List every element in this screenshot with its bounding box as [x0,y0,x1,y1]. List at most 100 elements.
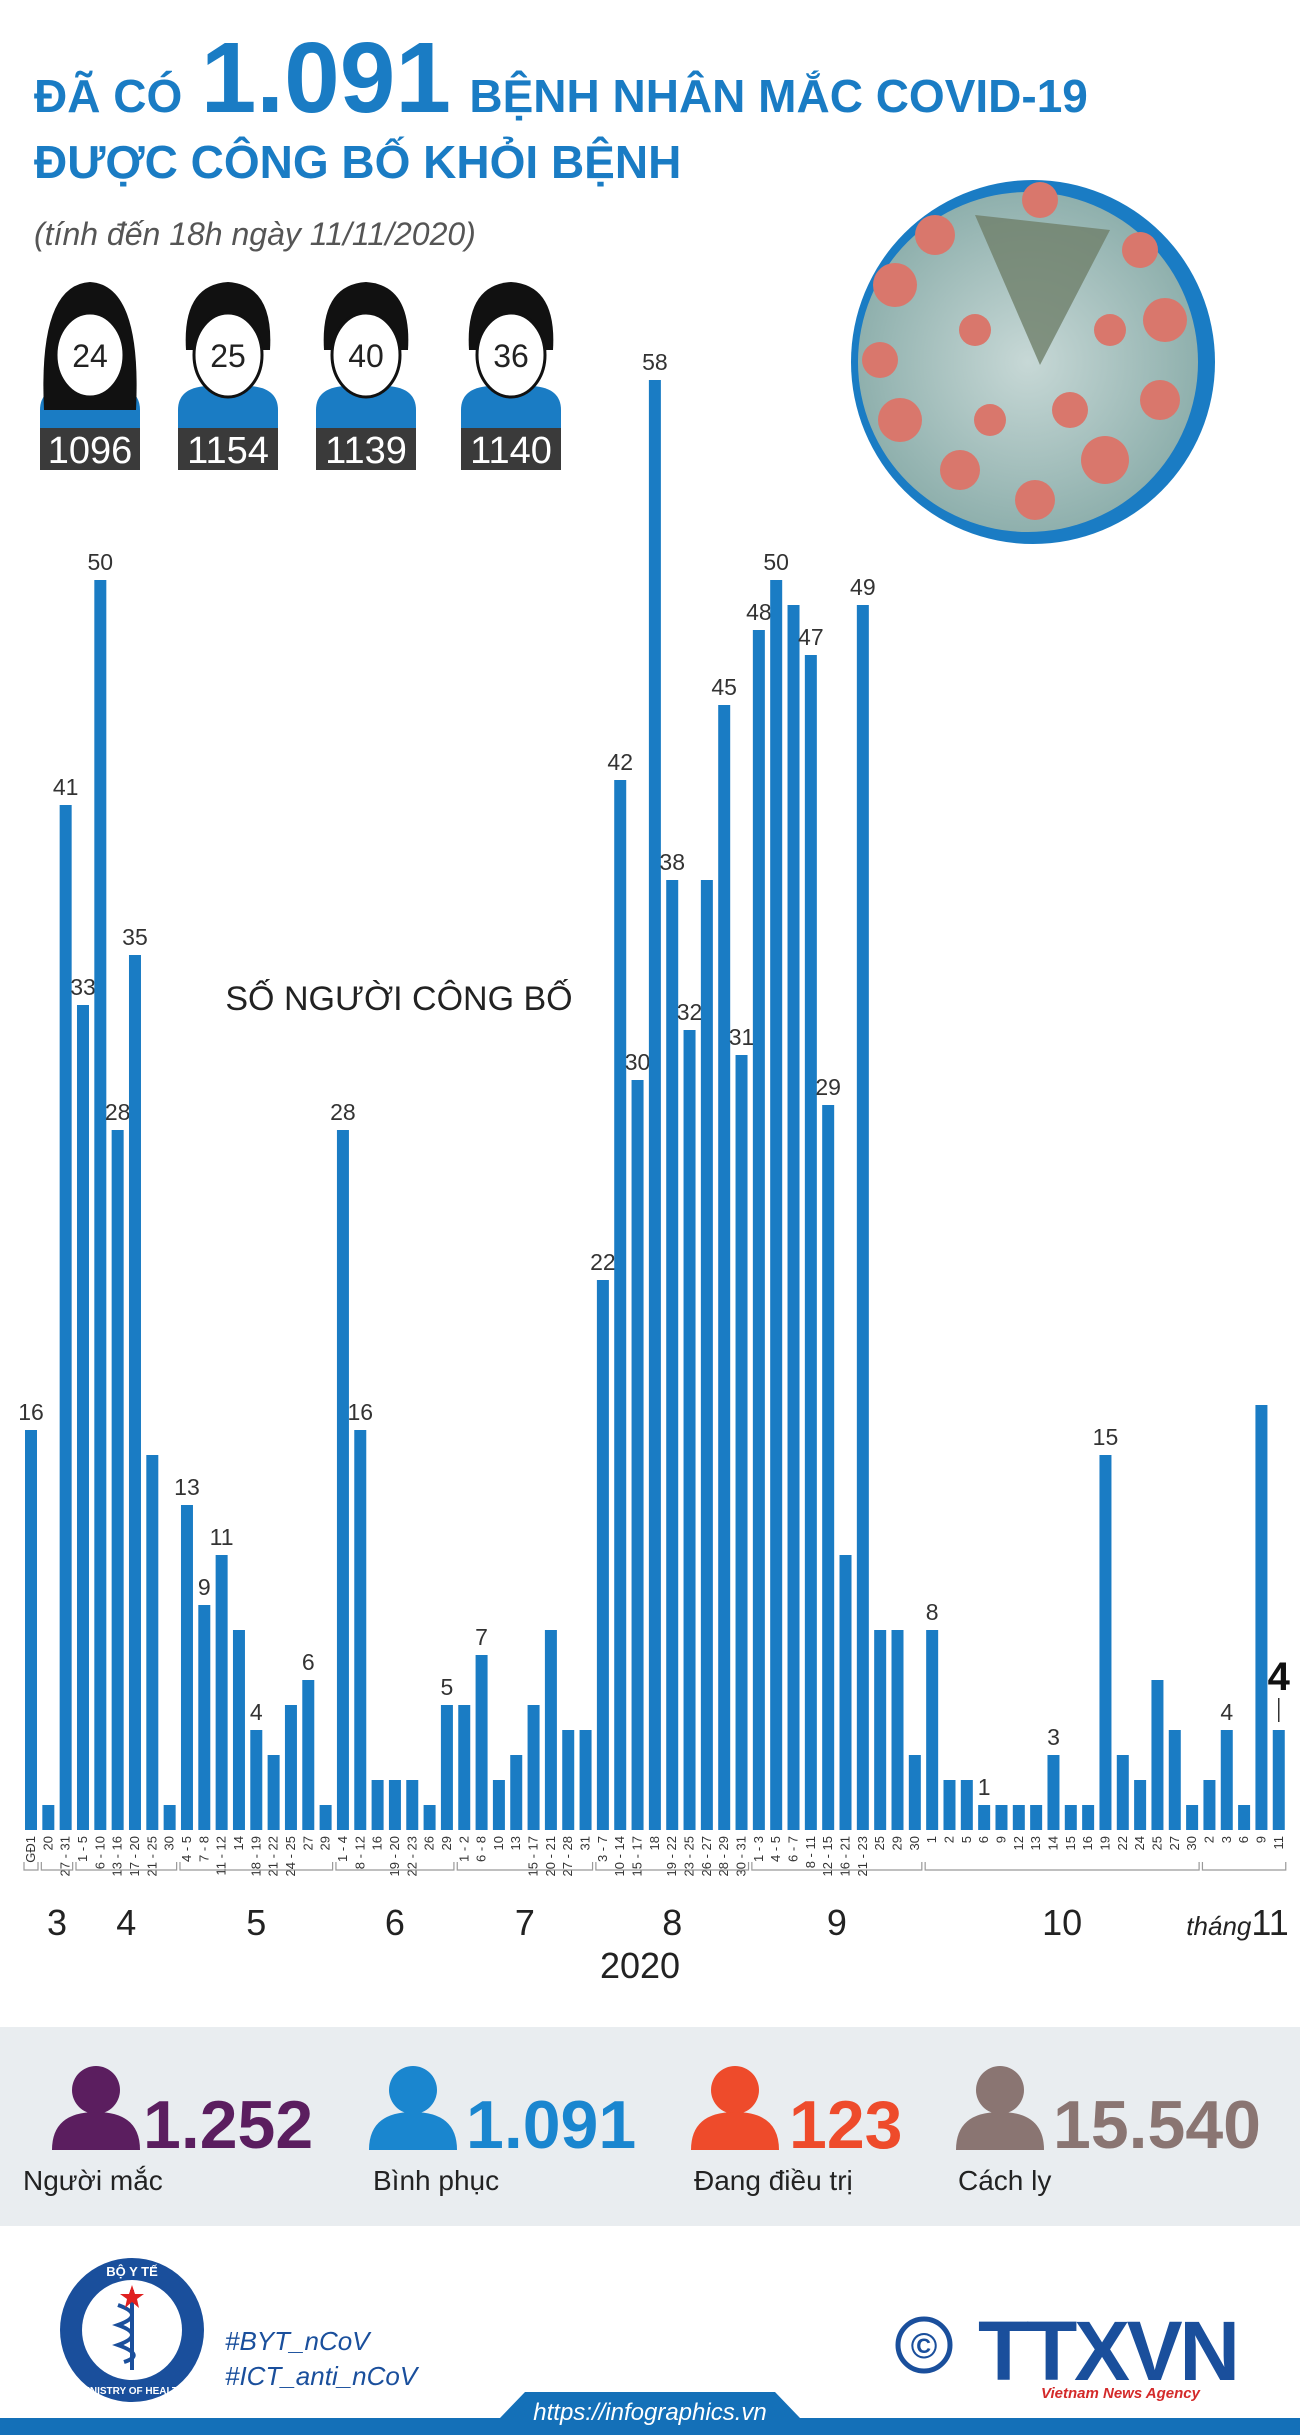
bar [510,1755,523,1830]
stat-icon-body [691,2112,779,2150]
bar [1099,1455,1112,1830]
month-label: 3 [47,1902,67,1943]
month-label: 4 [116,1902,136,1943]
copyright: © [911,2325,938,2366]
value-label: 50 [88,549,114,575]
value-label: 50 [763,549,789,575]
bar [475,1655,488,1830]
value-label: 11 [210,1524,234,1550]
bar [163,1805,176,1830]
bar [908,1755,921,1830]
group-bracket [179,1862,334,1871]
x-tick-label: 10 - 14 [612,1836,627,1876]
bar [874,1630,887,1830]
bar [59,805,72,1830]
x-tick-label: 22 [1115,1836,1130,1850]
agency-subtitle: Vietnam News Agency [1041,2385,1201,2402]
month-label: 7 [515,1902,535,1943]
virus-illustration [851,180,1215,544]
bar [146,1455,159,1830]
bar [856,605,869,1830]
x-tick-label: 13 [508,1836,523,1850]
x-tick-label: 11 [1271,1836,1286,1850]
hashtag: #BYT_nCoV [225,2326,372,2356]
bar [25,1430,37,1830]
title-line-1: ĐÃ CÓ 1.091 BỆNH NHÂN MẮC COVID-19 [34,22,1088,134]
bar [180,1505,193,1830]
bar [995,1805,1008,1830]
bar [631,1080,644,1830]
group-bracket [23,1862,39,1871]
x-tick-label: GĐ1 [23,1836,38,1863]
hashtag: #ICT_anti_nCoV [225,2361,420,2391]
bar [1203,1780,1216,1830]
x-tick-label: 13 - 16 [110,1836,125,1876]
x-tick-label: 18 [647,1836,662,1850]
stat-value: 15.540 [1053,2087,1261,2163]
subtitle: (tính đến 18h ngày 11/11/2020) [34,216,476,252]
x-tick-label: 27 [300,1836,315,1850]
bar [198,1605,211,1830]
value-label: 3 [1047,1724,1060,1750]
logo-top-text: BỘ Y TẾ [106,2264,158,2279]
x-tick-label: 1 - 4 [335,1836,350,1862]
value-label: 58 [642,349,668,375]
value-label: 28 [330,1099,356,1125]
x-tick-label: 23 - 25 [682,1836,697,1876]
x-tick-label: 17 - 20 [127,1836,142,1876]
group-bracket [595,1862,750,1871]
group-bracket [40,1862,74,1871]
bar [423,1805,436,1830]
group-bracket [75,1862,178,1871]
patient-age: 24 [72,338,108,374]
value-label: 33 [70,974,96,1000]
x-tick-label: 15 [1063,1836,1078,1850]
bar [614,780,627,1830]
x-tick-label: 27 - 31 [58,1836,73,1876]
patient-id-box [316,428,416,470]
x-tick-label: 16 [370,1836,385,1850]
stat-icon-head [72,2066,120,2114]
patient-body [316,386,416,430]
patient-age: 36 [493,338,529,374]
bar [527,1705,540,1830]
value-label: 47 [798,624,824,650]
value-label: 13 [174,1474,200,1500]
ministry-logo-symbol [112,2290,136,2370]
x-tick-label: 30 [1184,1836,1199,1850]
bar [943,1780,956,1830]
value-label: 35 [122,924,148,950]
stat-label: Đang điều trị [694,2165,853,2196]
month-number: 11 [1251,1902,1288,1943]
stat-icon-body [369,2112,457,2150]
x-tick-label: 20 - 21 [543,1836,558,1876]
value-label: 8 [926,1599,939,1625]
bar [735,1055,748,1830]
group-bracket [924,1862,1200,1871]
x-tick-label: 18 - 19 [248,1836,263,1876]
x-tick-label: 24 - 25 [283,1836,298,1876]
virus-section [975,215,1110,365]
bar [267,1755,280,1830]
bar [388,1780,401,1830]
group-bracket [1201,1862,1287,1871]
x-tick-label: 1 - 2 [456,1836,471,1862]
bar [770,580,783,1830]
bar [1012,1805,1025,1830]
x-tick-label: 30 - 31 [734,1836,749,1876]
stat-value: 123 [789,2087,902,2163]
x-tick-label: 13 [1028,1836,1043,1850]
x-tick-label: 10 [491,1836,506,1850]
x-tick-label: 6 - 7 [786,1836,801,1862]
bar [232,1630,245,1830]
x-tick-label: 6 [976,1836,991,1843]
x-tick-label: 3 - 7 [595,1836,610,1862]
x-tick-label: 14 [1045,1836,1060,1850]
x-tick-label: 26 - 27 [699,1836,714,1876]
stat-label: Cách ly [958,2165,1051,2196]
x-tick-label: 27 - 28 [560,1836,575,1876]
patient-face [54,311,126,399]
bar [926,1630,939,1830]
